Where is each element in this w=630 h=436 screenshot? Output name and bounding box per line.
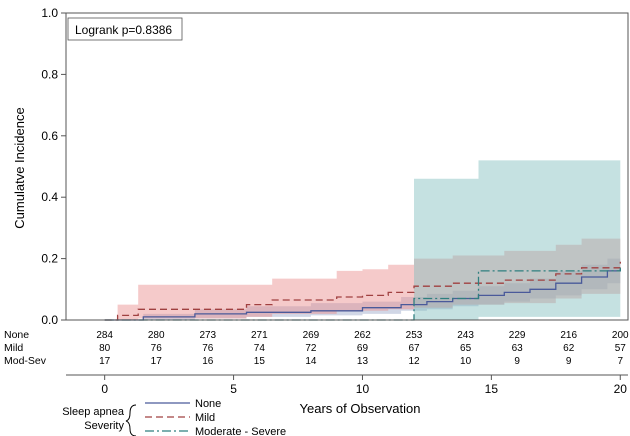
x-tick-label-2: 10 — [356, 382, 370, 396]
risk-row-label-1: Mild — [4, 342, 23, 354]
risk-cell-0-0: 284 — [96, 330, 113, 341]
legend-label-2: Moderate - Severe — [195, 426, 286, 436]
x-tick-label-4: 20 — [614, 382, 628, 396]
legend-title-line2: Severity — [84, 420, 124, 432]
risk-cell-0-5: 262 — [354, 330, 371, 341]
risk-cell-2-2: 16 — [202, 356, 214, 367]
risk-cell-2-9: 9 — [566, 356, 572, 367]
risk-cell-0-2: 273 — [199, 330, 216, 341]
logrank-text: Logrank p=0.8386 — [75, 23, 172, 37]
risk-cell-0-10: 200 — [612, 330, 629, 341]
risk-cell-1-5: 69 — [357, 343, 369, 354]
risk-cell-2-0: 17 — [99, 356, 111, 367]
risk-cell-2-3: 15 — [254, 356, 266, 367]
risk-row-label-0: None — [4, 329, 29, 341]
legend-items: None Mild Moderate - Severe — [145, 398, 286, 436]
plot-frame — [65, 12, 629, 321]
x-tick-label-3: 15 — [485, 382, 499, 396]
risk-cell-2-8: 9 — [514, 356, 520, 367]
risk-cell-1-3: 74 — [254, 343, 266, 354]
confidence-band-0 — [104, 257, 621, 320]
risk-cell-1-0: 80 — [99, 343, 111, 354]
risk-cell-0-4: 269 — [303, 330, 320, 341]
x-axis-title: Years of Observation — [300, 401, 421, 416]
legend-brace — [125, 404, 137, 436]
confidence-band-1 — [104, 231, 621, 320]
risk-cell-2-7: 10 — [460, 356, 472, 367]
legend-title-line1: Sleep apnea — [62, 406, 125, 418]
risk-cell-2-6: 12 — [408, 356, 420, 367]
risk-cell-1-8: 63 — [512, 343, 524, 354]
risk-cell-2-10: 7 — [617, 356, 623, 367]
incidence-line-0 — [104, 269, 621, 321]
risk-cell-0-3: 271 — [251, 330, 268, 341]
risk-cell-0-6: 253 — [406, 330, 423, 341]
x-axis: 0 5 10 15 20 — [66, 374, 628, 396]
risk-cell-0-7: 243 — [457, 330, 474, 341]
incidence-line-1 — [104, 261, 621, 321]
risk-cell-1-4: 72 — [305, 343, 317, 354]
y-tick-label-1: 0.2 — [41, 252, 58, 266]
y-axis: 0.0 0.2 0.4 0.6 0.8 1.0 — [41, 6, 66, 327]
y-tick-label-0: 0.0 — [41, 313, 58, 327]
risk-cell-2-4: 14 — [305, 356, 317, 367]
risk-cell-1-9: 62 — [563, 343, 575, 354]
risk-cell-2-1: 17 — [151, 356, 163, 367]
risk-cell-1-6: 67 — [408, 343, 420, 354]
risk-table: None 284 280 273 271 269 262 253 243 229 216 200 Mil… — [4, 329, 629, 367]
risk-cell-0-8: 229 — [509, 330, 526, 341]
x-tick-label-1: 5 — [230, 382, 237, 396]
y-tick-label-5: 1.0 — [41, 6, 58, 20]
risk-cell-0-9: 216 — [560, 330, 577, 341]
y-tick-label-4: 0.8 — [41, 67, 58, 81]
y-tick-label-3: 0.6 — [41, 129, 58, 143]
confidence-band-2 — [104, 160, 621, 320]
risk-cell-1-2: 76 — [202, 343, 214, 354]
y-axis-title: Cumulatve Incidence — [12, 107, 27, 228]
legend-label-0: None — [195, 398, 221, 410]
y-tick-label-2: 0.4 — [41, 190, 58, 204]
x-tick-label-0: 0 — [101, 382, 108, 396]
risk-cell-2-5: 13 — [357, 356, 369, 367]
annotation-box — [67, 17, 183, 41]
logrank-annotation: Logrank p=0.8386 — [67, 17, 183, 41]
risk-row-label-2: Mod-Sev — [4, 355, 47, 367]
risk-cell-1-1: 76 — [151, 343, 163, 354]
risk-cell-0-1: 280 — [148, 330, 165, 341]
legend: Sleep apnea Severity None Mild Moderate - … — [62, 398, 286, 436]
legend-label-1: Mild — [195, 412, 215, 424]
confidence-bands — [104, 160, 621, 320]
risk-cell-1-10: 57 — [615, 343, 627, 354]
risk-cell-1-7: 65 — [460, 343, 472, 354]
